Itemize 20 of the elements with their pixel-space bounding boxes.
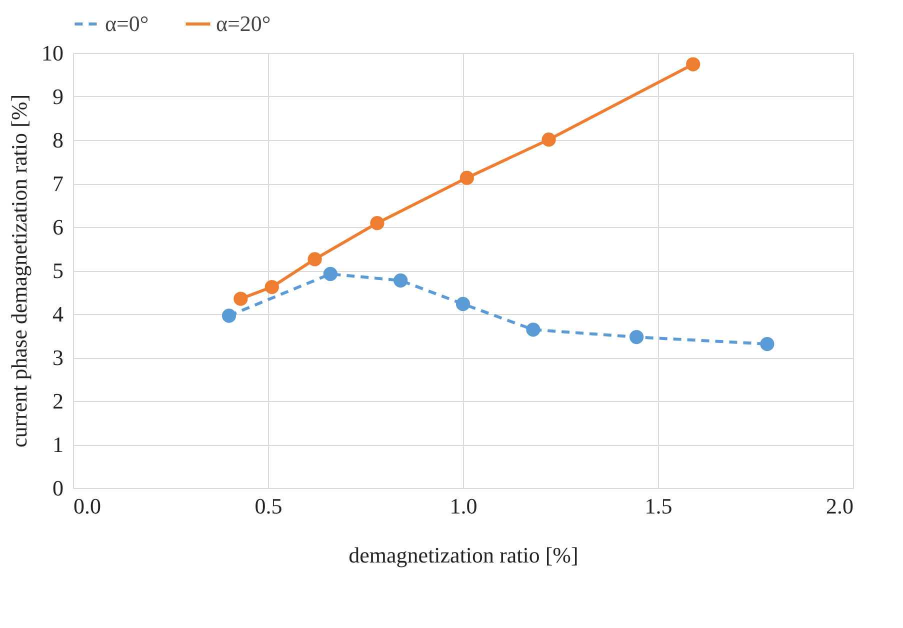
y-tick-label: 4 (52, 302, 64, 326)
y-axis-title: current phase demagnetization ratio [%] (6, 94, 32, 448)
y-tick-label: 0 (52, 476, 64, 500)
legend-label: α=20° (216, 11, 271, 36)
x-tick-label: 0.0 (74, 494, 101, 518)
y-tick-label: 3 (52, 345, 64, 370)
y-tick-label: 7 (52, 171, 64, 196)
x-tick-label: 1.0 (450, 494, 478, 518)
x-tick-label: 2.0 (826, 494, 854, 518)
y-tick-label: 5 (52, 258, 64, 283)
x-tick-label: 0.5 (254, 494, 282, 518)
y-tick-label: 1 (52, 432, 64, 457)
y-tick-label: 10 (42, 40, 64, 66)
y-tick-label: 6 (52, 214, 64, 240)
legend-label: α=0° (105, 11, 149, 36)
y-tick-label: 2 (52, 388, 64, 414)
x-tick-label: 1.5 (644, 494, 672, 518)
y-tick-label: 8 (52, 128, 64, 152)
x-axis-title: demagnetization ratio [%] (348, 542, 578, 568)
y-tick-label: 9 (52, 84, 64, 109)
